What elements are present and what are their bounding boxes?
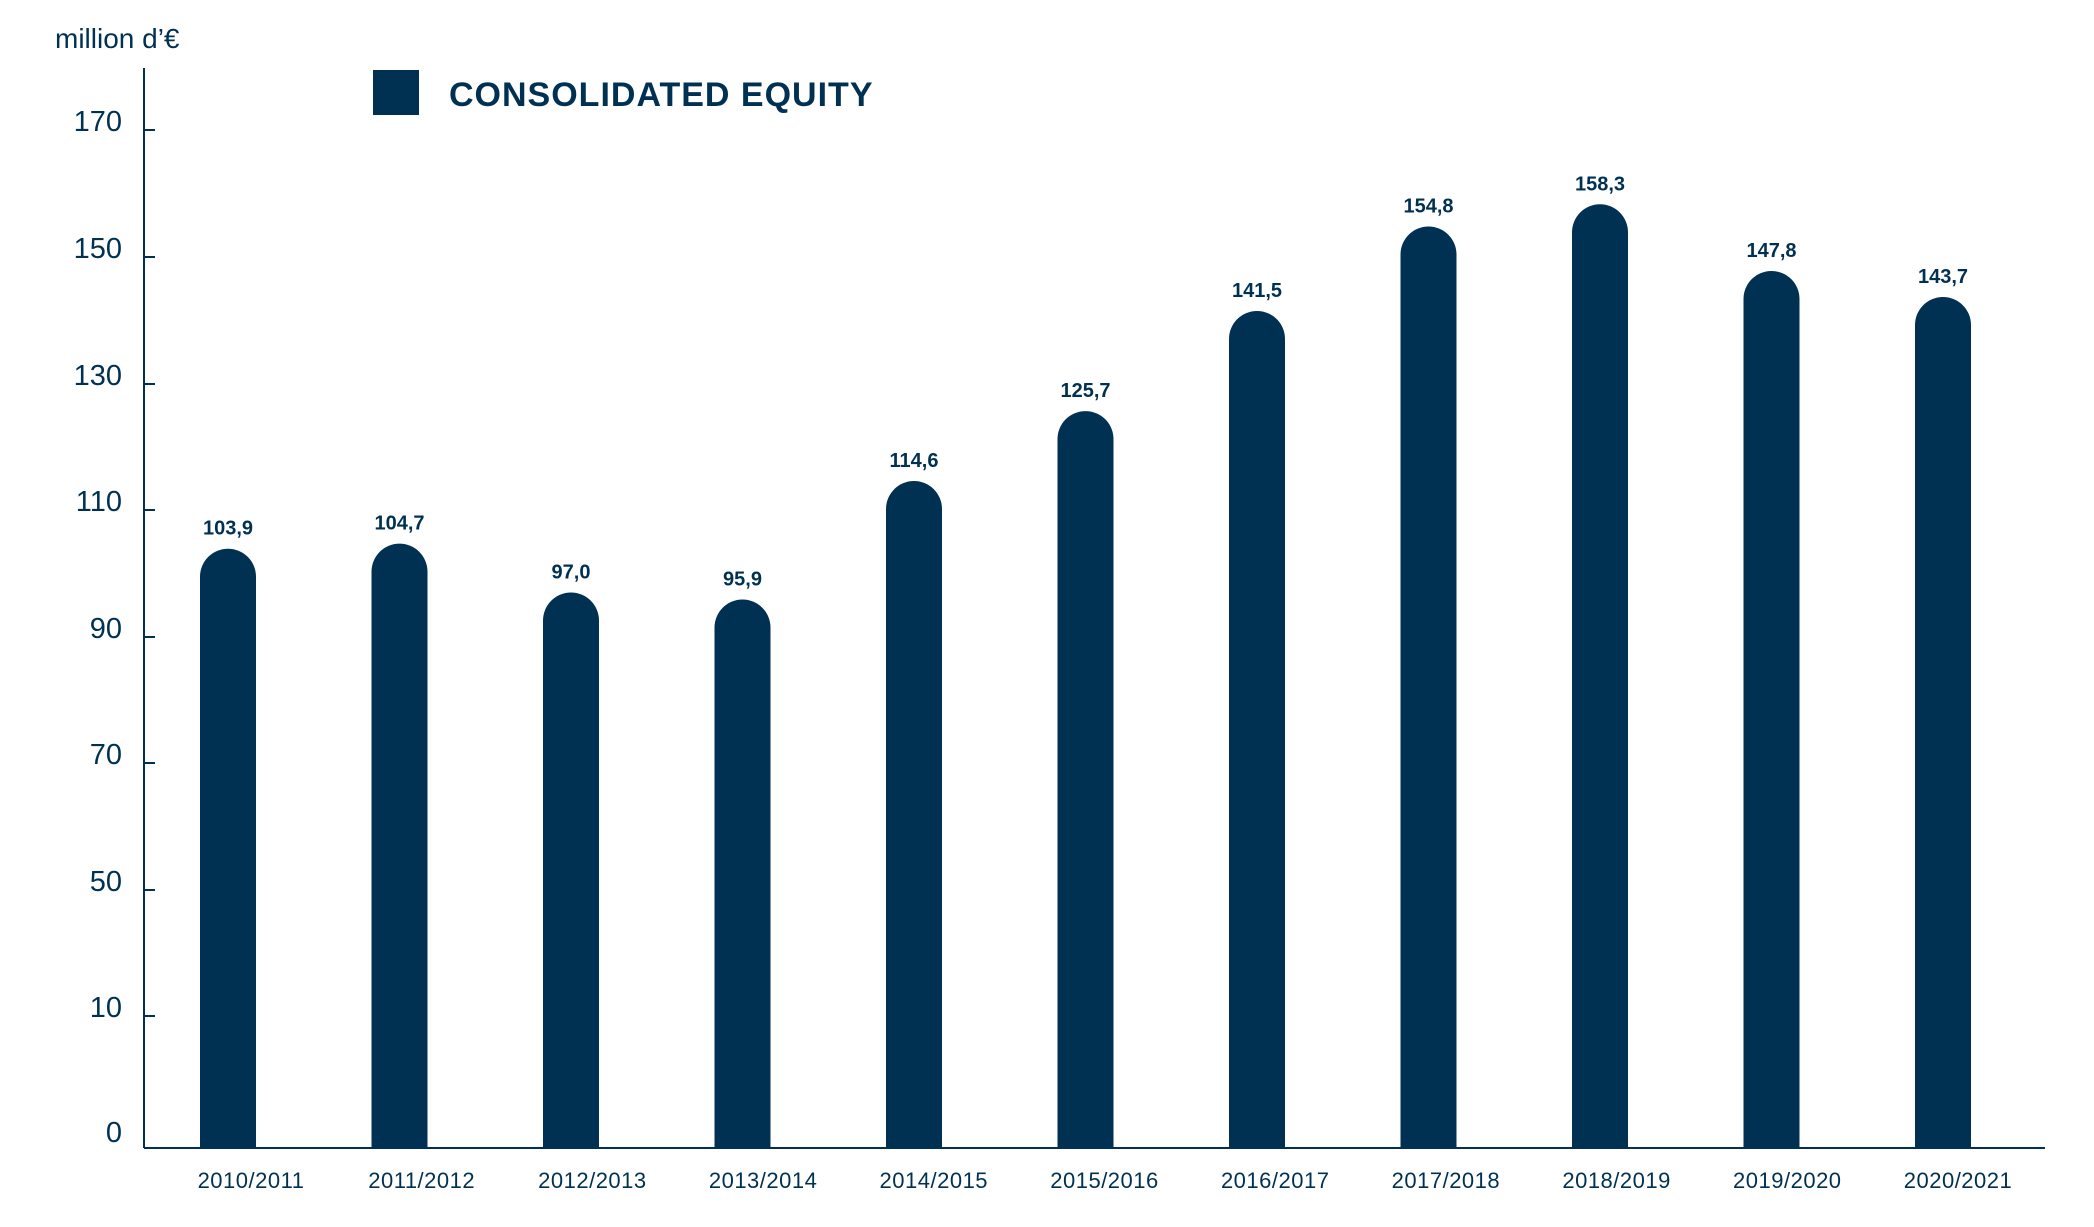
data-label: 158,3 bbox=[1575, 173, 1625, 195]
y-tick-label: 170 bbox=[74, 106, 122, 138]
y-tick-label: 130 bbox=[74, 360, 122, 392]
legend-swatch bbox=[373, 70, 419, 115]
data-label: 103,9 bbox=[203, 518, 253, 540]
y-tick-label: 90 bbox=[90, 613, 122, 645]
category-labels: 2010/2011 2011/2012 2012/2013 2013/2014 2014… bbox=[198, 1168, 2013, 1193]
y-tick-label: 70 bbox=[90, 739, 122, 771]
data-label: 154,8 bbox=[1403, 196, 1453, 218]
category-label: 2020/2021 bbox=[1904, 1168, 2013, 1193]
data-label: 97,0 bbox=[552, 562, 591, 584]
data-label: 104,7 bbox=[374, 513, 424, 535]
y-tick-label: 150 bbox=[74, 233, 122, 265]
bar bbox=[886, 481, 943, 1148]
y-tick-label: 10 bbox=[90, 992, 122, 1024]
category-label: 2019/2020 bbox=[1733, 1168, 1842, 1193]
data-label: 141,5 bbox=[1232, 280, 1282, 302]
category-label: 2016/2017 bbox=[1221, 1168, 1330, 1193]
y-tick-label: 0 bbox=[106, 1117, 122, 1149]
bar bbox=[1915, 297, 1971, 1148]
bar bbox=[1572, 204, 1628, 1148]
legend-label: CONSOLIDATED EQUITY bbox=[449, 76, 874, 114]
category-label: 2018/2019 bbox=[1562, 1168, 1671, 1193]
data-label: 143,7 bbox=[1918, 266, 1968, 288]
category-label: 2012/2013 bbox=[538, 1168, 647, 1193]
bar bbox=[1743, 270, 1800, 1148]
bar bbox=[1400, 226, 1457, 1148]
y-tick-label: 50 bbox=[90, 866, 122, 898]
data-label: 147,8 bbox=[1746, 240, 1796, 262]
data-labels: 103,9 104,7 97,0 95,9 114,6 125,7 141,5 154,8 15… bbox=[203, 173, 1968, 590]
category-label: 2015/2016 bbox=[1050, 1168, 1159, 1193]
category-label: 2010/2011 bbox=[198, 1168, 305, 1193]
bar bbox=[371, 543, 428, 1148]
category-label: 2017/2018 bbox=[1392, 1168, 1501, 1193]
category-label: 2011/2012 bbox=[368, 1168, 475, 1193]
data-label: 95,9 bbox=[723, 569, 762, 591]
bar bbox=[200, 548, 256, 1148]
category-label: 2013/2014 bbox=[709, 1168, 818, 1193]
bar bbox=[543, 592, 599, 1148]
data-label: 125,7 bbox=[1060, 380, 1110, 402]
data-label: 114,6 bbox=[890, 450, 939, 472]
bar bbox=[714, 599, 771, 1148]
y-axis: 0 10 50 70 90 110 130 150 170 bbox=[74, 68, 155, 1149]
legend: CONSOLIDATED EQUITY bbox=[373, 70, 874, 115]
bars bbox=[200, 204, 1971, 1148]
y-tick-label: 110 bbox=[76, 486, 122, 518]
unit-label: million d’€ bbox=[55, 23, 180, 54]
bar bbox=[1229, 310, 1285, 1148]
bar bbox=[1057, 411, 1114, 1148]
category-label: 2014/2015 bbox=[880, 1168, 989, 1193]
